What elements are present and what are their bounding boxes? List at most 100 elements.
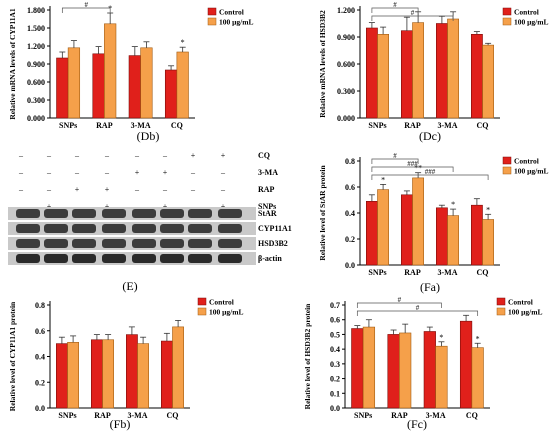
bar-control	[471, 33, 483, 119]
bar-treated	[482, 44, 494, 119]
bar-control	[387, 334, 400, 409]
y-tick-label: 1.200	[337, 6, 355, 15]
y-tick-label: 0.0	[345, 261, 355, 270]
significance-star: *	[381, 175, 385, 184]
x-tick-label: SNPs	[368, 268, 386, 277]
bar-treated	[435, 345, 448, 409]
band-label: HSD3B2	[258, 239, 288, 248]
treatment-sign: –	[19, 168, 23, 177]
bar-treated	[67, 47, 81, 119]
bar-control	[91, 339, 103, 409]
y-axis-label: Relative level of StAR protein	[318, 165, 327, 261]
y-tick-label: 0.4	[35, 353, 45, 362]
bar-treated	[67, 342, 79, 409]
x-tick-label: CQ	[477, 121, 489, 130]
significance-hash: #	[416, 304, 420, 312]
blot-band	[218, 209, 242, 218]
x-tick-label: CQ	[167, 411, 179, 420]
treatment-sign: +	[190, 151, 196, 160]
significance-star: *	[486, 205, 490, 214]
y-tick-label: 0.0	[330, 404, 340, 413]
legend-label-treated: 100 μg/mL	[209, 308, 243, 317]
significance-bracket	[356, 310, 479, 316]
blot-band	[160, 224, 184, 233]
blot-band	[160, 239, 184, 248]
bar-control	[161, 340, 173, 409]
treatment-sign: +	[220, 151, 226, 160]
y-tick-label: 0.000	[27, 114, 45, 123]
blot-band	[72, 224, 96, 233]
bar-control	[436, 207, 448, 266]
treatment-sign: –	[105, 151, 109, 160]
x-tick-label: SNPs	[368, 121, 386, 130]
treatment-sign: –	[72, 202, 82, 211]
blot-strip	[8, 252, 256, 265]
treatment-sign: +	[104, 185, 110, 194]
y-tick-label: 0.600	[337, 60, 355, 69]
y-tick-label: 0.7	[330, 301, 340, 310]
significance-bracket	[61, 7, 111, 13]
blot-band	[188, 239, 212, 248]
treatment-sign: –	[16, 202, 26, 211]
blot-band	[102, 254, 126, 263]
significance-hash: ###	[407, 160, 418, 168]
treatment-sign: +	[134, 168, 140, 177]
x-tick-label: RAP	[94, 411, 111, 420]
blot-band	[218, 239, 242, 248]
bar-treated	[447, 18, 459, 119]
y-tick-label: 0.8	[35, 301, 45, 310]
x-tick-label: CQ	[477, 268, 489, 277]
y-tick-label: 0.300	[27, 96, 45, 105]
treatment-sign: –	[191, 185, 195, 194]
y-tick-label: 0.4	[345, 209, 355, 218]
blot-band	[44, 254, 68, 263]
blot-band	[44, 209, 68, 218]
legend-label-control: Control	[514, 8, 539, 17]
significance-star: *	[476, 334, 480, 343]
legend-label-control: Control	[514, 157, 539, 166]
significance-star: *	[451, 200, 455, 209]
y-tick-label: 0.0	[35, 404, 45, 413]
y-tick-label: 0.5	[330, 330, 340, 339]
bar-control	[436, 23, 448, 119]
treatment-sign: +	[218, 202, 228, 211]
treatment-sign: –	[132, 202, 142, 211]
treatment-sign: –	[75, 151, 79, 160]
legend-label-control: Control	[209, 298, 234, 307]
y-axis-label: Relative mRNA levels of HSD3B2	[318, 10, 327, 118]
x-tick-label: 3-MA	[426, 411, 446, 420]
bar-treated	[377, 33, 389, 119]
x-tick-label: SNPs	[59, 121, 77, 130]
significance-bracket	[371, 174, 489, 180]
x-tick-label: RAP	[404, 121, 421, 130]
legend-label-treated: 100 μg/mL	[508, 308, 542, 317]
x-tick-label: SNPs	[354, 411, 372, 420]
blot-band	[132, 224, 156, 233]
treatment-sign: –	[191, 168, 195, 177]
significance-hash: #	[398, 296, 402, 304]
blot-band	[218, 224, 242, 233]
panel-label: (Fc)	[407, 417, 427, 431]
y-tick-label: 0.900	[337, 33, 355, 42]
y-tick-label: 0.1	[330, 389, 340, 398]
y-tick-label: 0.4	[330, 345, 340, 354]
significance-bracket	[371, 15, 454, 21]
y-tick-label: 1.500	[27, 24, 45, 33]
band-label: β-actin	[258, 254, 282, 263]
bar-control	[351, 328, 364, 409]
blot-band	[102, 224, 126, 233]
treatment-sign: –	[221, 168, 225, 177]
significance-bracket	[371, 166, 454, 172]
bar-treated	[140, 47, 153, 119]
bar-control	[365, 200, 378, 266]
bar-treated	[172, 326, 184, 409]
treatment-label: CQ	[258, 151, 270, 160]
significance-bracket	[371, 158, 419, 164]
treatment-label: 3-MA	[258, 168, 278, 177]
blot-band	[72, 254, 96, 263]
treatment-sign: –	[163, 185, 167, 194]
blot-band	[16, 224, 40, 233]
bar-treated	[362, 326, 376, 409]
chart-Fc: 0.0 0.1 0.2 0.3 0.4 0.5 0.6 0.7 Relative level o…	[303, 296, 542, 431]
significance-hash: #	[85, 1, 89, 9]
